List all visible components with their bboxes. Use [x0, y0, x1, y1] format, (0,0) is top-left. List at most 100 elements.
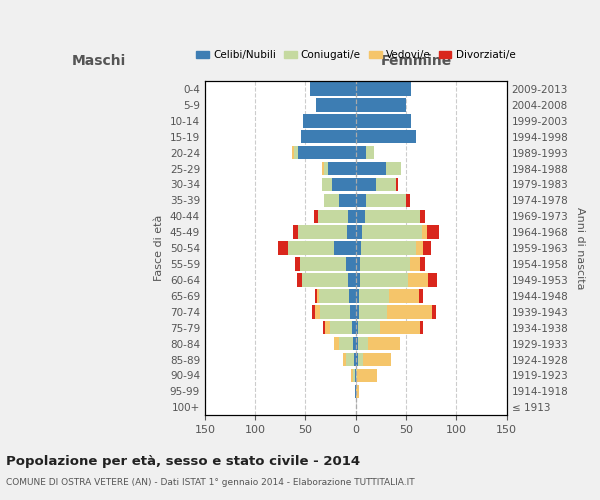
- Bar: [360, 273, 408, 286]
- Bar: [376, 178, 396, 191]
- Bar: [301, 130, 356, 143]
- Bar: [366, 194, 406, 207]
- Bar: [343, 353, 346, 366]
- Bar: [319, 289, 349, 302]
- Bar: [317, 289, 319, 302]
- Text: Maschi: Maschi: [72, 54, 127, 68]
- Bar: [302, 273, 348, 286]
- Bar: [356, 210, 365, 223]
- Bar: [419, 289, 423, 302]
- Bar: [356, 242, 361, 255]
- Bar: [322, 162, 323, 175]
- Bar: [406, 194, 410, 207]
- Bar: [322, 178, 332, 191]
- Bar: [338, 194, 356, 207]
- Bar: [356, 337, 358, 350]
- Bar: [356, 146, 366, 160]
- Bar: [365, 210, 420, 223]
- Bar: [363, 353, 391, 366]
- Bar: [355, 368, 356, 382]
- Bar: [358, 321, 380, 334]
- Bar: [323, 321, 325, 334]
- Bar: [356, 368, 357, 382]
- Bar: [356, 98, 406, 112]
- Bar: [310, 82, 356, 96]
- Bar: [293, 226, 298, 239]
- Bar: [356, 258, 360, 271]
- Bar: [389, 289, 419, 302]
- Y-axis label: Anni di nascita: Anni di nascita: [575, 207, 585, 290]
- Bar: [428, 273, 437, 286]
- Bar: [356, 114, 411, 128]
- Bar: [323, 162, 328, 175]
- Bar: [347, 226, 356, 239]
- Text: Femmine: Femmine: [380, 54, 452, 68]
- Bar: [356, 273, 360, 286]
- Bar: [366, 146, 374, 160]
- Bar: [316, 98, 356, 112]
- Y-axis label: Fasce di età: Fasce di età: [154, 215, 164, 282]
- Bar: [423, 242, 431, 255]
- Bar: [298, 226, 347, 239]
- Bar: [314, 210, 317, 223]
- Bar: [368, 337, 400, 350]
- Bar: [298, 146, 356, 160]
- Bar: [420, 210, 425, 223]
- Bar: [278, 242, 289, 255]
- Bar: [325, 321, 329, 334]
- Bar: [358, 337, 368, 350]
- Bar: [332, 178, 356, 191]
- Bar: [355, 384, 356, 398]
- Bar: [311, 305, 314, 318]
- Bar: [357, 368, 377, 382]
- Bar: [351, 368, 353, 382]
- Bar: [295, 258, 301, 271]
- Bar: [334, 242, 356, 255]
- Bar: [396, 178, 398, 191]
- Bar: [348, 273, 356, 286]
- Bar: [328, 162, 356, 175]
- Bar: [356, 178, 376, 191]
- Bar: [420, 258, 425, 271]
- Bar: [295, 146, 298, 160]
- Bar: [289, 242, 334, 255]
- Bar: [314, 305, 320, 318]
- Bar: [323, 194, 338, 207]
- Bar: [352, 321, 356, 334]
- Bar: [353, 368, 355, 382]
- Bar: [346, 258, 356, 271]
- Bar: [356, 226, 362, 239]
- Bar: [359, 305, 387, 318]
- Bar: [334, 337, 338, 350]
- Text: Popolazione per età, sesso e stato civile - 2014: Popolazione per età, sesso e stato civil…: [6, 455, 360, 468]
- Bar: [304, 114, 356, 128]
- Bar: [356, 194, 366, 207]
- Bar: [329, 321, 352, 334]
- Bar: [386, 162, 401, 175]
- Bar: [356, 130, 416, 143]
- Bar: [320, 305, 350, 318]
- Bar: [349, 289, 356, 302]
- Bar: [356, 321, 358, 334]
- Bar: [301, 258, 346, 271]
- Bar: [416, 242, 423, 255]
- Bar: [292, 146, 295, 160]
- Bar: [354, 353, 356, 366]
- Bar: [356, 305, 359, 318]
- Bar: [298, 273, 302, 286]
- Bar: [420, 321, 423, 334]
- Legend: Celibi/Nubili, Coniugati/e, Vedovi/e, Divorziati/e: Celibi/Nubili, Coniugati/e, Vedovi/e, Di…: [192, 46, 520, 64]
- Bar: [317, 210, 348, 223]
- Bar: [356, 82, 411, 96]
- Bar: [356, 353, 358, 366]
- Bar: [348, 210, 356, 223]
- Bar: [432, 305, 436, 318]
- Bar: [356, 162, 386, 175]
- Bar: [338, 337, 353, 350]
- Bar: [360, 258, 410, 271]
- Bar: [410, 258, 420, 271]
- Bar: [358, 353, 363, 366]
- Bar: [356, 384, 359, 398]
- Bar: [356, 289, 359, 302]
- Bar: [346, 353, 354, 366]
